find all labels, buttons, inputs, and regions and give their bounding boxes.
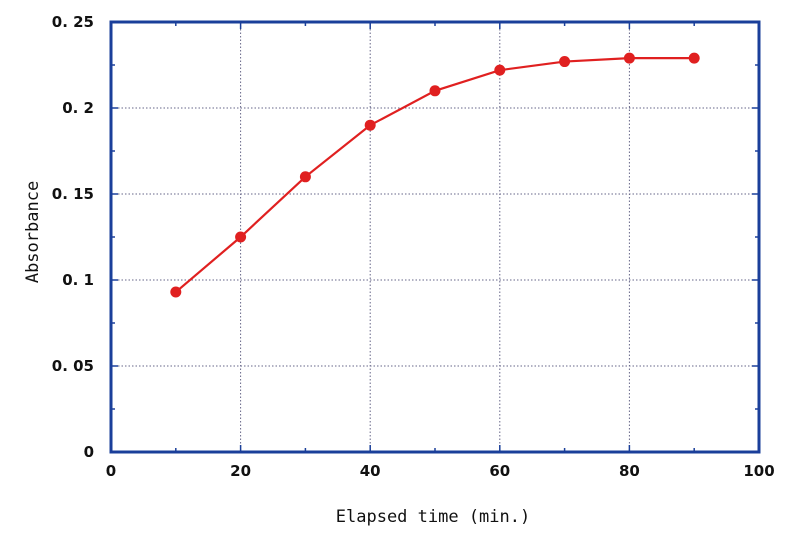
- data-point: [494, 64, 506, 76]
- tick-labels: 0 20 40 60 80 100 0 0. 05 0. 1 0. 15 0. 2 0. 25: [52, 13, 775, 480]
- data-point: [429, 85, 441, 97]
- axis-ticks: [110, 21, 760, 453]
- x-tick-label: 20: [230, 462, 251, 480]
- gridlines: [111, 22, 759, 452]
- y-tick-label: 0. 2: [62, 99, 94, 117]
- y-tick-label: 0. 15: [52, 185, 94, 203]
- data-point: [688, 52, 700, 64]
- x-tick-label: 80: [619, 462, 640, 480]
- series-layer: [170, 52, 700, 298]
- x-axis-title: Elapsed time (min.): [336, 507, 530, 527]
- x-tick-label: 60: [489, 462, 510, 480]
- data-point: [364, 119, 376, 131]
- y-tick-label: 0. 25: [52, 13, 94, 31]
- data-point: [170, 286, 182, 298]
- data-point: [559, 56, 571, 68]
- y-axis-title: Absorbance: [23, 181, 43, 283]
- x-tick-label: 0: [106, 462, 116, 480]
- x-tick-label: 40: [360, 462, 381, 480]
- y-tick-label: 0. 05: [52, 357, 94, 375]
- data-point: [235, 231, 247, 243]
- x-tick-label: 100: [743, 462, 774, 480]
- y-tick-label: 0. 1: [62, 271, 94, 289]
- data-point: [623, 52, 635, 64]
- y-tick-label: 0: [84, 443, 94, 461]
- data-point: [299, 171, 311, 183]
